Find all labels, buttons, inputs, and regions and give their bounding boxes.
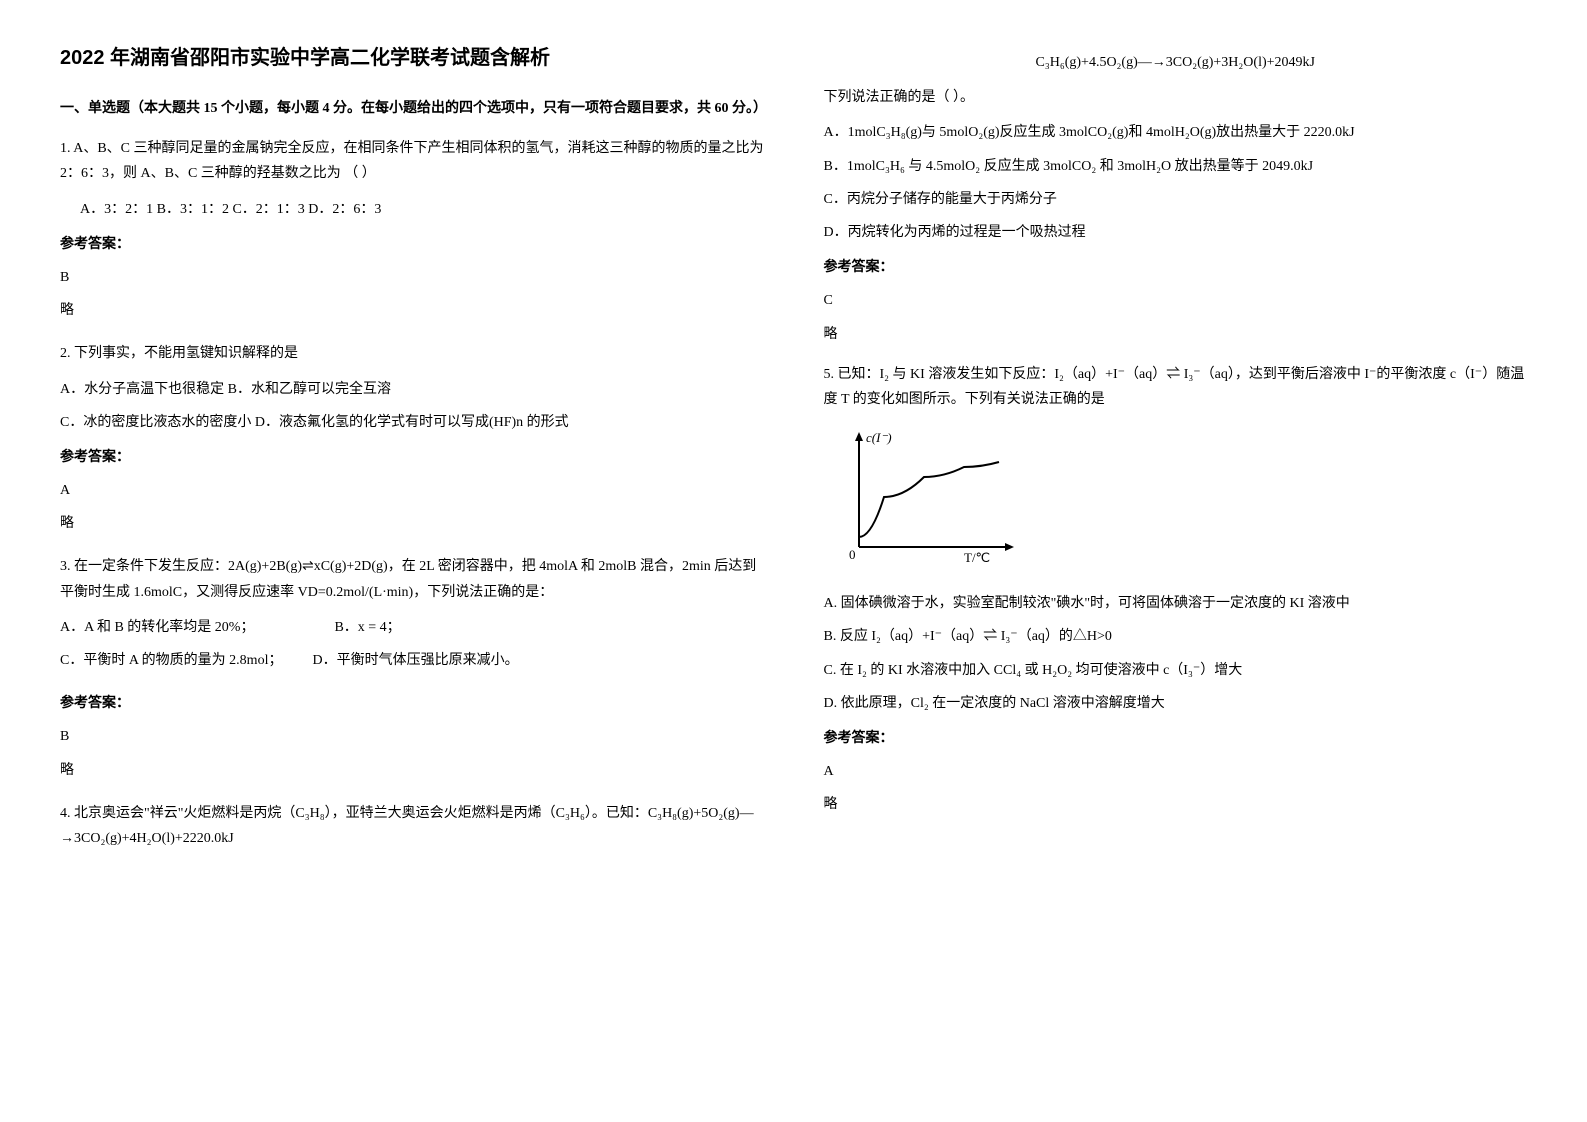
q2-optC: C．冰的密度比液态水的密度小 D．液态氟化氢的化学式有时可以写成(HF)n 的形… [60,410,764,435]
q2-omit: 略 [60,511,764,536]
q5-omit: 略 [824,792,1528,817]
q4-omit: 略 [824,322,1528,347]
svg-text:T/℃: T/℃ [964,550,990,565]
q5-text: 5. 已知：I₂ 与 KI 溶液发生如下反应：I₂（aq）+I⁻（aq）⇌ I₃… [824,362,1528,412]
q1-text: 1. A、B、C 三种醇同足量的金属钠完全反应，在相同条件下产生相同体积的氢气，… [60,136,764,186]
q5-answer: A [824,759,1528,784]
q4-formula: C₃H₆(g)+4.5O₂(g)—→3CO₂(g)+3H₂O(l)+2049kJ [824,50,1528,75]
q4-text: 4. 北京奥运会"祥云"火炬燃料是丙烷（C₃H₈），亚特兰大奥运会火炬燃料是丙烯… [60,801,764,851]
q1-omit: 略 [60,298,764,323]
q5-optC: C. 在 I₂ 的 KI 水溶液中加入 CCl₄ 或 H₂O₂ 均可使溶液中 c… [824,658,1528,683]
exam-title: 2022 年湖南省邵阳市实验中学高二化学联考试题含解析 [60,40,764,76]
section-header: 一、单选题（本大题共 15 个小题，每小题 4 分。在每小题给出的四个选项中，只… [60,96,764,121]
q5-optB: B. 反应 I₂（aq）+I⁻（aq）⇌ I₃⁻（aq）的△H>0 [824,624,1528,649]
left-column: 2022 年湖南省邵阳市实验中学高二化学联考试题含解析 一、单选题（本大题共 1… [60,40,764,869]
q2-answer: A [60,478,764,503]
q1-options: A．3：2：1 B．3：1：2 C．2：1：3 D．2：6：3 [80,197,764,222]
q4-optD: D．丙烷转化为丙烯的过程是一个吸热过程 [824,220,1528,245]
q2-optA: A．水分子高温下也很稳定 B．水和乙醇可以完全互溶 [60,377,764,402]
q4-answer: C [824,288,1528,313]
q3-optA: A．A 和 B 的转化率均是 20%； [60,615,254,640]
question-2: 2. 下列事实，不能用氢键知识解释的是 A．水分子高温下也很稳定 B．水和乙醇可… [60,341,764,536]
q5-optD: D. 依此原理，Cl₂ 在一定浓度的 NaCl 溶液中溶解度增大 [824,691,1528,716]
concentration-chart: c(I⁻) 0 T/℃ [844,427,1528,576]
page-container: 2022 年湖南省邵阳市实验中学高二化学联考试题含解析 一、单选题（本大题共 1… [60,40,1527,869]
q1-answer-label: 参考答案： [60,232,764,257]
q3-omit: 略 [60,758,764,783]
svg-text:0: 0 [849,547,856,562]
q4-optB: B．1molC₃H₆ 与 4.5molO₂ 反应生成 3molCO₂ 和 3mo… [824,154,1528,179]
q1-answer: B [60,265,764,290]
q2-answer-label: 参考答案： [60,445,764,470]
q4-answer-label: 参考答案： [824,255,1528,280]
q2-text: 2. 下列事实，不能用氢键知识解释的是 [60,341,764,366]
q3-answer-label: 参考答案： [60,691,764,716]
q3-optC: C．平衡时 A 的物质的量为 2.8mol； [60,648,282,673]
question-1: 1. A、B、C 三种醇同足量的金属钠完全反应，在相同条件下产生相同体积的氢气，… [60,136,764,323]
question-3: 3. 在一定条件下发生反应：2A(g)+2B(g)⇌xC(g)+2D(g)，在 … [60,554,764,782]
right-column: C₃H₆(g)+4.5O₂(g)—→3CO₂(g)+3H₂O(l)+2049kJ… [824,40,1528,869]
svg-text:c(I⁻): c(I⁻) [866,430,892,445]
question-5: 5. 已知：I₂ 与 KI 溶液发生如下反应：I₂（aq）+I⁻（aq）⇌ I₃… [824,362,1528,818]
q4-optA: A．1molC₃H₈(g)与 5molO₂(g)反应生成 3molCO₂(g)和… [824,120,1528,145]
q5-answer-label: 参考答案： [824,726,1528,751]
question-4-part1: 4. 北京奥运会"祥云"火炬燃料是丙烷（C₃H₈），亚特兰大奥运会火炬燃料是丙烯… [60,801,764,851]
q3-optD: D．平衡时气体压强比原来减小。 [312,648,518,673]
chart-svg: c(I⁻) 0 T/℃ [844,427,1024,567]
q3-answer: B [60,724,764,749]
q5-optA: A. 固体碘微溶于水，实验室配制较浓"碘水"时，可将固体碘溶于一定浓度的 KI … [824,591,1528,616]
q3-optB: B．x = 4； [334,615,400,640]
q3-text: 3. 在一定条件下发生反应：2A(g)+2B(g)⇌xC(g)+2D(g)，在 … [60,554,764,604]
q4-subtext: 下列说法正确的是（ ）。 [824,85,1528,110]
q4-optC: C．丙烷分子储存的能量大于丙烯分子 [824,187,1528,212]
